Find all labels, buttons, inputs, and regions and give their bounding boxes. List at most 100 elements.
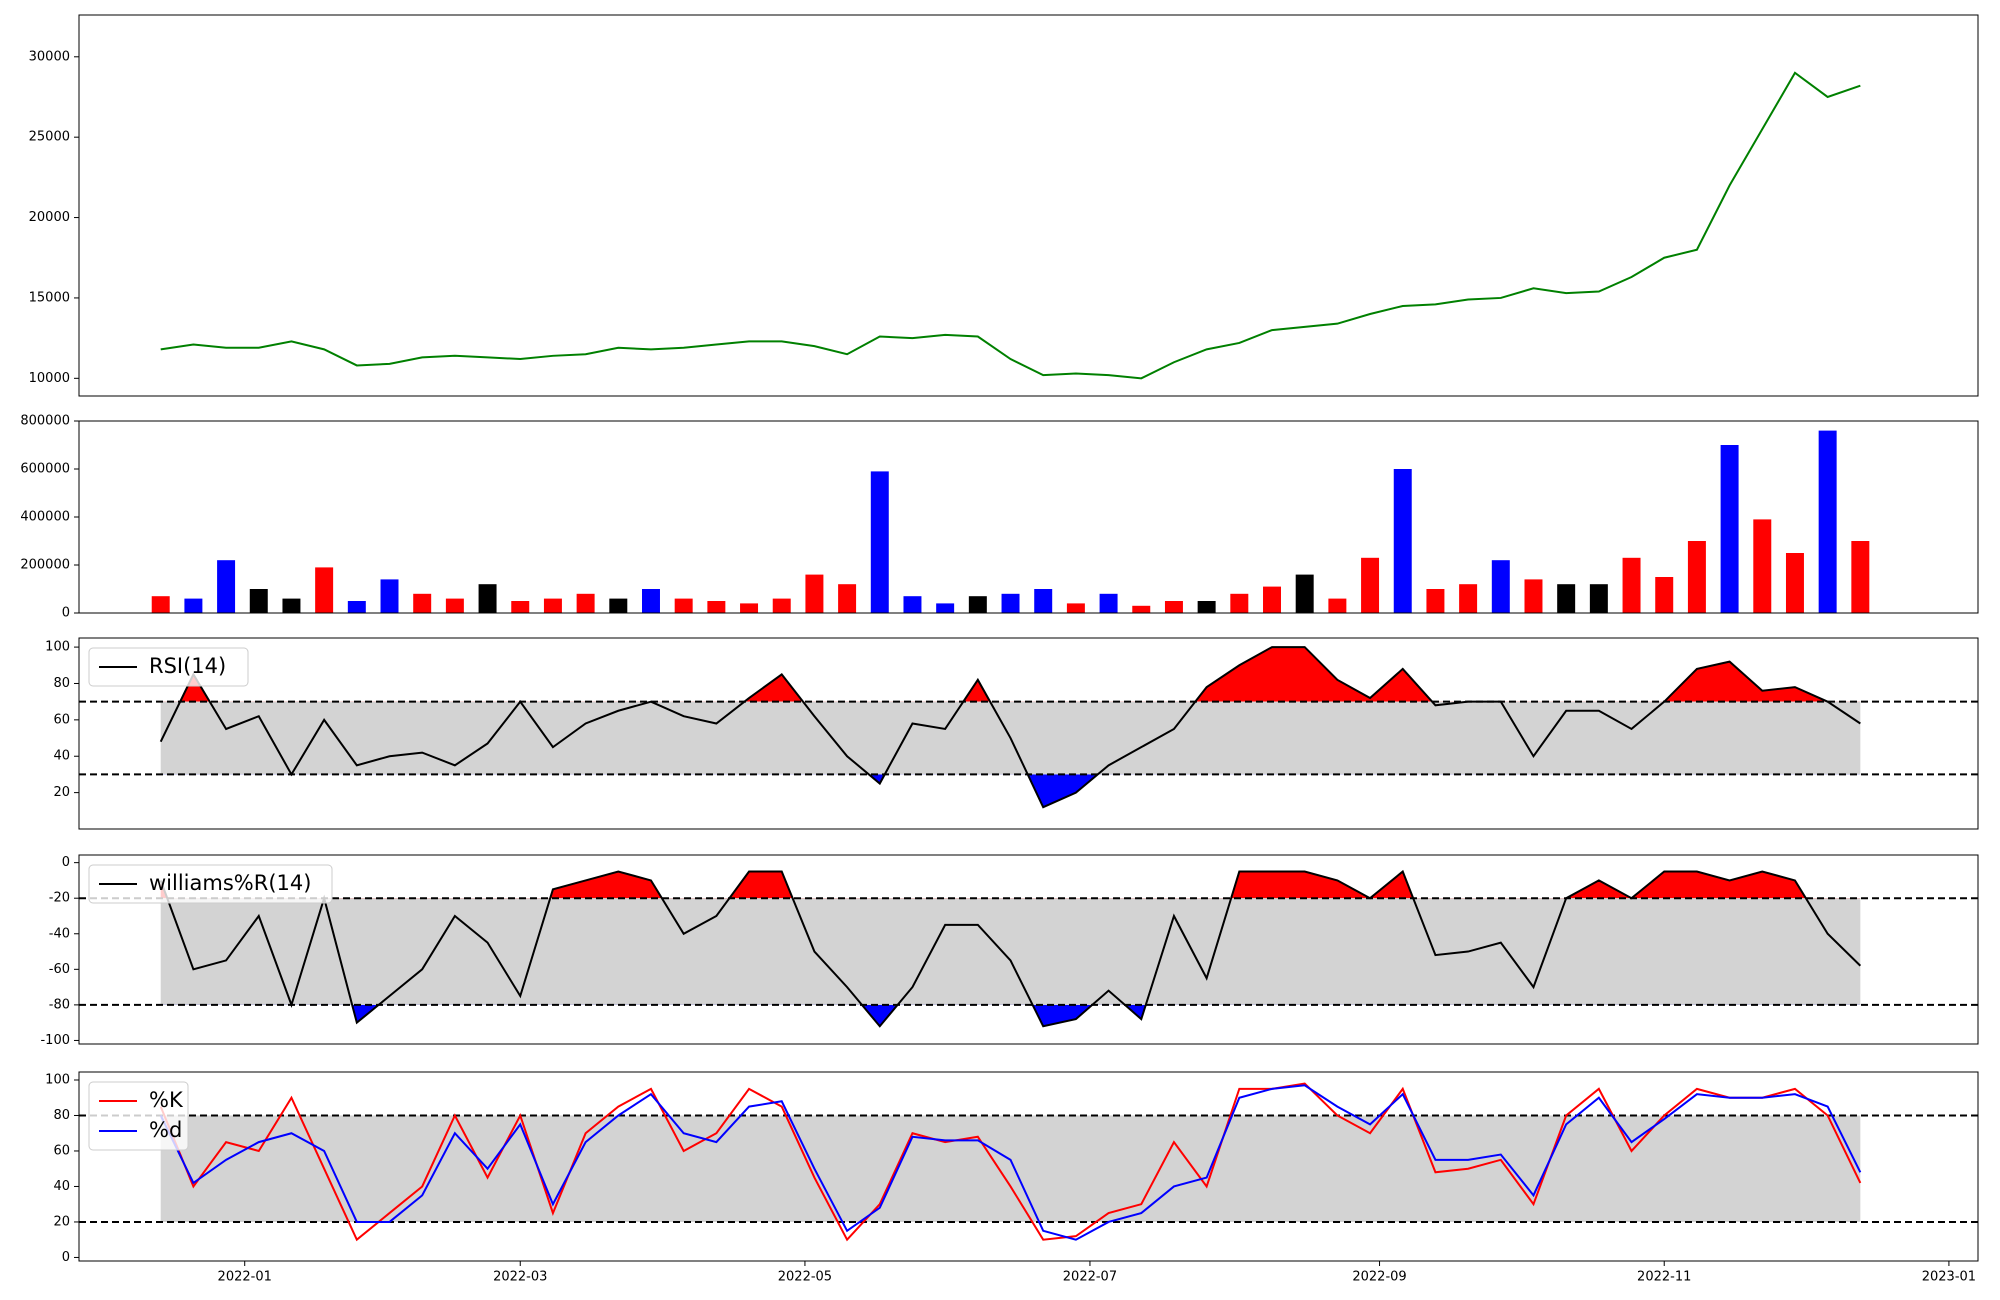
volume-bar (1557, 584, 1576, 613)
y-tick-label: 200000 (20, 558, 70, 573)
volume-bar (380, 579, 399, 613)
y-tick-label: -60 (49, 962, 70, 977)
y-tick-label: 0 (62, 1250, 70, 1265)
volume-bar (1687, 541, 1706, 613)
y-tick-label: 80 (53, 1108, 70, 1123)
x-tick-label: 2022-03 (493, 1270, 547, 1285)
volume-bar (772, 598, 791, 613)
volume-bar (838, 584, 857, 613)
y-tick-label: -20 (49, 891, 70, 906)
volume-bar (151, 596, 170, 613)
overbought-fill (160, 871, 1861, 899)
y-tick-label: 400000 (20, 510, 70, 525)
panel: 0 20 40 60 80 100 2022-01 2022-03 2022-05 2022-07… (45, 1071, 1979, 1285)
y-tick-label: 800000 (20, 414, 70, 429)
x-tick-label: 2022-07 (1063, 1270, 1117, 1285)
volume-bar (478, 584, 497, 613)
volume-bar (1132, 605, 1151, 613)
volume-bar (249, 589, 268, 613)
volume-bar (609, 598, 628, 613)
volume-bar (903, 596, 922, 613)
volume-bar (641, 589, 660, 613)
volume-bar (1263, 586, 1281, 613)
axes-frame (78, 14, 1979, 397)
x-tick-label: 2022-01 (218, 1270, 272, 1285)
overbought-fill (180, 647, 1828, 702)
volume-bar (576, 593, 595, 613)
volume-bar (1099, 593, 1118, 613)
volume-bar (413, 593, 432, 613)
y-tick-label: -80 (49, 997, 70, 1012)
volume-bar (740, 603, 759, 613)
volume-bar (1328, 598, 1347, 613)
y-tick-label: -100 (40, 1033, 70, 1048)
volume-bar (1720, 445, 1739, 613)
volume-bar (1295, 574, 1314, 613)
volume-bar (1230, 593, 1249, 613)
series-line (159, 1084, 1862, 1241)
y-tick-label: 80 (53, 676, 70, 691)
y-tick-label: 30000 (29, 49, 70, 64)
volume-bar (674, 598, 693, 613)
axes-frame (78, 1071, 1979, 1262)
axes-frame (78, 420, 1979, 614)
series-line (159, 869, 1862, 1028)
y-tick-label: 60 (53, 712, 70, 727)
volume-bar (1589, 584, 1608, 613)
volume-bar (1785, 553, 1804, 613)
legend-label: williams%R(14) (149, 871, 311, 895)
volume-bar (1818, 430, 1837, 613)
volume-bar (1393, 469, 1412, 613)
volume-bar (968, 596, 987, 613)
neutral-band (160, 1115, 1861, 1222)
volume-bar (217, 560, 236, 613)
volume-bar (1622, 557, 1641, 613)
y-tick-label: 60 (53, 1143, 70, 1158)
volume-bar (1524, 579, 1543, 613)
x-tick-label: 2022-11 (1637, 1270, 1691, 1285)
volume-bar (707, 601, 726, 613)
x-tick-label: 2022-05 (778, 1270, 832, 1285)
y-tick-label: -40 (49, 926, 70, 941)
panel: -100 -80 -60 -40 -20 0 williams%R(14) (40, 854, 1979, 1048)
volume-bar (1001, 593, 1020, 613)
series-line (159, 646, 1861, 809)
series-line (160, 71, 1861, 380)
y-tick-label: 20 (53, 1214, 70, 1229)
volume-bar (543, 598, 562, 613)
axes-frame (78, 637, 1979, 830)
y-tick-label: 20 (53, 785, 70, 800)
x-tick-label: 2023-01 (1922, 1270, 1976, 1285)
volume-bar (805, 574, 824, 613)
legend-label: %d (149, 1118, 182, 1142)
legend-box (88, 647, 249, 687)
volume-bar (1459, 584, 1478, 613)
legend-box (88, 864, 333, 904)
volume-bar (315, 567, 334, 613)
panel: 0 200000 400000 600000 800000 (20, 414, 1979, 621)
y-tick-label: 600000 (20, 462, 70, 477)
y-tick-label: 40 (53, 1179, 70, 1194)
volume-bar (1361, 557, 1380, 613)
y-tick-label: 25000 (29, 130, 70, 145)
series-line (159, 1082, 1862, 1242)
volume-bar (445, 598, 464, 613)
y-tick-label: 100 (45, 1072, 70, 1087)
volume-bar (1164, 601, 1183, 613)
legend-label: RSI(14) (149, 654, 226, 678)
axes-frame (78, 854, 1979, 1045)
volume-bar (1655, 577, 1674, 613)
y-tick-label: 40 (53, 749, 70, 764)
y-tick-label: 100 (45, 640, 70, 655)
neutral-band (160, 898, 1861, 1005)
x-tick-label: 2022-09 (1352, 1270, 1406, 1285)
volume-bar (347, 601, 366, 613)
panel: 10000 15000 20000 25000 30000 (29, 14, 1979, 397)
y-tick-label: 15000 (29, 290, 70, 305)
volume-bar (1491, 560, 1510, 613)
volume-bar (1851, 541, 1870, 613)
y-tick-label: 10000 (29, 371, 70, 386)
volume-bar (1066, 603, 1085, 613)
